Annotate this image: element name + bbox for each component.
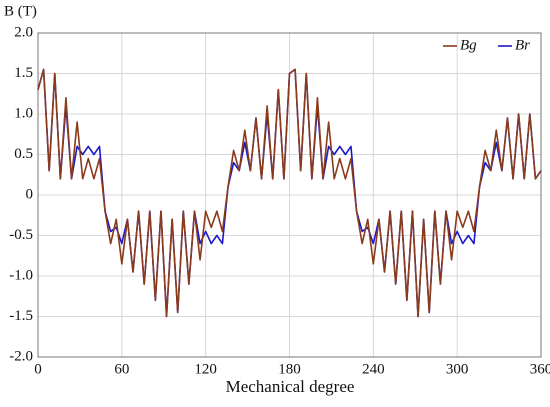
x-tick-label: 0 <box>34 361 42 377</box>
x-tick-label: 180 <box>278 361 301 377</box>
plot-frame <box>37 32 542 358</box>
x-tick-label: 240 <box>362 361 385 377</box>
y-tick-label: 0 <box>26 186 34 202</box>
legend-label: Bg <box>460 37 477 53</box>
y-tick-label: 1.0 <box>14 105 33 121</box>
x-tick-label: 120 <box>194 361 217 377</box>
x-tick-label: 300 <box>446 361 469 377</box>
x-tick-label: 60 <box>114 361 129 377</box>
series-line <box>37 68 542 318</box>
y-tick-label: -1.5 <box>9 308 33 324</box>
y-tick-label: 1.5 <box>14 65 33 81</box>
y-tick-label: -2.0 <box>9 348 33 364</box>
x-tick-label: 360 <box>530 361 550 377</box>
y-axis-label: B (T) <box>4 3 37 19</box>
y-tick-label: -1.0 <box>9 267 33 283</box>
y-tick-label: 0.5 <box>14 146 33 162</box>
y-tick-label: -0.5 <box>9 227 33 243</box>
x-axis-label: Mechanical degree <box>226 377 355 396</box>
legend-label: Br <box>515 37 530 53</box>
y-tick-label: 2.0 <box>14 24 33 40</box>
